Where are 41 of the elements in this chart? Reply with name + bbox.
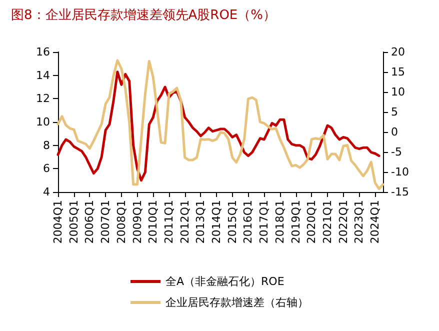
y-tick-label: 10: [36, 116, 50, 128]
x-tick-label: 2024Q1: [368, 200, 382, 244]
x-tick-label: 2013Q1: [194, 200, 208, 244]
y-tick-label: 4: [43, 186, 50, 198]
x-tick-label: 2009Q1: [130, 200, 144, 244]
y-tick-label: 12: [36, 92, 50, 106]
y2-tick-label: -15: [391, 186, 409, 198]
x-tick-label: 2011Q1: [162, 200, 176, 244]
x-tick-label: 2010Q1: [146, 200, 160, 244]
x-tick-label: 2020Q1: [305, 200, 318, 244]
y2-tick-label: -10: [391, 166, 409, 178]
y-tick-label: 16: [36, 46, 50, 58]
y-tick-label: 8: [43, 138, 50, 152]
y2-tick-label: -5: [391, 146, 402, 158]
x-tick-label: 2014Q1: [210, 200, 224, 244]
chart-title: 图8：企业居民存款增速差领先A股ROE（%）: [11, 8, 276, 23]
x-tick-label: 2016Q1: [242, 200, 255, 244]
x-tick-label: 2017Q1: [258, 200, 271, 244]
x-tick-label: 2018Q1: [273, 200, 286, 244]
x-tick-label: 2004Q1: [52, 200, 64, 244]
x-tick-label: 2005Q1: [67, 200, 80, 244]
x-tick-label: 2023Q1: [352, 200, 366, 244]
y2-tick-label: 10: [391, 86, 405, 98]
x-tick-label: 2012Q1: [178, 200, 192, 244]
x-tick-label: 2022Q1: [336, 200, 350, 244]
x-tick-label: 2008Q1: [114, 200, 128, 244]
y2-tick-label: 15: [391, 66, 405, 78]
y2-tick-label: 5: [391, 106, 398, 118]
x-tick-label: 2021Q1: [321, 200, 334, 244]
x-tick-label: 2006Q1: [83, 200, 96, 244]
legend-label: 全A（非金融石化）ROE: [166, 275, 284, 288]
x-tick-label: 2007Q1: [99, 200, 112, 244]
y2-tick-label: 20: [391, 46, 405, 58]
y-tick-label: 14: [36, 68, 50, 82]
y-tick-label: 6: [43, 162, 50, 176]
legend-label: 企业居民存款增速差（右轴）: [166, 296, 308, 309]
x-tick-label: 2019Q1: [289, 200, 302, 244]
x-tick-label: 2015Q1: [226, 200, 239, 244]
line-series: [56, 59, 384, 190]
y2-tick-label: 0: [391, 126, 398, 138]
line-series: [56, 70, 380, 182]
